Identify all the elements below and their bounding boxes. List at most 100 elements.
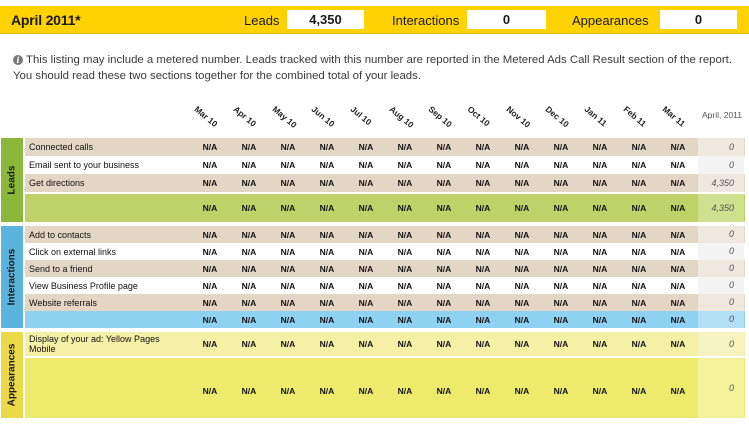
month-value-cell: N/A — [631, 386, 647, 396]
month-value-cell: N/A — [553, 178, 569, 188]
month-value-cell: N/A — [358, 386, 374, 396]
month-value-cell: N/A — [631, 315, 647, 325]
month-value-cell: N/A — [241, 315, 257, 325]
month-value-cell: N/A — [397, 339, 413, 349]
month-value-cell: N/A — [319, 230, 335, 240]
section-label-appearances: Appearances — [1, 332, 23, 418]
interactions-row: Website referrals N/A N/A N/A N/A N/A N/A N/A N/… — [25, 294, 745, 311]
month-value-cell: N/A — [670, 160, 686, 170]
month-value-cell: N/A — [202, 386, 218, 396]
note-text: This listing may include a metered numbe… — [13, 54, 732, 82]
month-value-cell: N/A — [670, 386, 686, 396]
month-value-cell: N/A — [202, 230, 218, 240]
month-value-cell: N/A — [358, 339, 374, 349]
month-value-cell: N/A — [358, 203, 374, 213]
current-month-value: 4,350 — [698, 174, 744, 192]
month-value-cell: N/A — [553, 230, 569, 240]
month-value-cell: N/A — [592, 281, 608, 291]
month-value-cell: N/A — [553, 281, 569, 291]
month-value-cell: N/A — [280, 339, 296, 349]
month-value-cell: N/A — [397, 203, 413, 213]
month-value-cell: N/A — [436, 298, 452, 308]
month-value-cell: N/A — [670, 203, 686, 213]
month-header-label: Apr 10 — [231, 104, 259, 129]
month-value-cell: N/A — [436, 178, 452, 188]
month-value-cell: N/A — [358, 281, 374, 291]
month-value-cell: N/A — [436, 315, 452, 325]
month-value-cell: N/A — [592, 178, 608, 188]
month-value-cell: N/A — [280, 160, 296, 170]
month-value-cell: N/A — [670, 178, 686, 188]
month-value-cell: N/A — [514, 247, 530, 257]
current-month-value: 0 — [698, 156, 744, 174]
month-header-label: Jun 10 — [309, 104, 337, 129]
appearances-label: Appearances — [572, 13, 649, 28]
month-header-label: May 10 — [270, 104, 299, 130]
current-month-value: 0 — [698, 138, 744, 156]
month-value-cell: N/A — [280, 230, 296, 240]
month-value-cell: N/A — [436, 281, 452, 291]
month-value-cell: N/A — [475, 203, 491, 213]
month-value-cell: N/A — [592, 247, 608, 257]
month-value-cell: N/A — [319, 178, 335, 188]
current-month-value: 0 — [698, 260, 744, 277]
info-icon: i — [13, 55, 23, 65]
month-value-cell: N/A — [397, 160, 413, 170]
month-header-label: Jan 11 — [582, 104, 609, 129]
month-value-cell: N/A — [319, 247, 335, 257]
month-value-cell: N/A — [202, 203, 218, 213]
month-value-cell: N/A — [241, 264, 257, 274]
row-label: Add to contacts — [29, 230, 92, 240]
month-value-cell: N/A — [241, 386, 257, 396]
month-value-cell: N/A — [241, 203, 257, 213]
section-label-leads: Leads — [1, 138, 23, 222]
month-value-cell: N/A — [397, 281, 413, 291]
month-value-cell: N/A — [475, 264, 491, 274]
month-value-cell: N/A — [319, 281, 335, 291]
current-month-value: 0 — [698, 277, 744, 294]
month-value-cell: N/A — [514, 178, 530, 188]
month-value-cell: N/A — [514, 339, 530, 349]
month-value-cell: N/A — [436, 230, 452, 240]
month-value-cell: N/A — [319, 142, 335, 152]
period-title: April 2011* — [11, 12, 81, 28]
row-label: Get directions — [29, 178, 85, 188]
row-label: Connected calls — [29, 142, 94, 152]
month-value-cell: N/A — [592, 203, 608, 213]
current-month-value: 0 — [698, 332, 744, 356]
month-value-cell: N/A — [592, 298, 608, 308]
leads-row: Email sent to your business N/A N/A N/A N/A N… — [25, 156, 745, 174]
month-value-cell: N/A — [280, 281, 296, 291]
month-value-cell: N/A — [553, 142, 569, 152]
month-value-cell: N/A — [553, 298, 569, 308]
month-value-cell: N/A — [631, 264, 647, 274]
month-header-label: Sep 10 — [426, 104, 454, 130]
month-value-cell: N/A — [553, 264, 569, 274]
month-header-label: Mar 11 — [660, 104, 688, 129]
month-value-cell: N/A — [202, 315, 218, 325]
month-value-cell: N/A — [631, 230, 647, 240]
month-value-cell: N/A — [631, 281, 647, 291]
month-value-cell: N/A — [475, 178, 491, 188]
month-value-cell: N/A — [319, 298, 335, 308]
month-value-cell: N/A — [631, 160, 647, 170]
month-value-cell: N/A — [631, 142, 647, 152]
month-value-cell: N/A — [514, 264, 530, 274]
month-value-cell: N/A — [553, 247, 569, 257]
month-value-cell: N/A — [670, 339, 686, 349]
month-value-cell: N/A — [631, 298, 647, 308]
current-month-value: 0 — [698, 294, 744, 311]
month-value-cell: N/A — [202, 142, 218, 152]
month-value-cell: N/A — [553, 160, 569, 170]
current-month-header: April, 2011 — [702, 110, 743, 120]
month-value-cell: N/A — [280, 142, 296, 152]
month-value-cell: N/A — [319, 160, 335, 170]
month-value-cell: N/A — [670, 230, 686, 240]
month-value-cell: N/A — [280, 386, 296, 396]
month-value-cell: N/A — [631, 203, 647, 213]
interactions-total-row: N/A N/A N/A N/A N/A N/A N/A N/A N/A N/A N/A N/A N/A 0 — [25, 311, 745, 328]
month-value-cell: N/A — [592, 386, 608, 396]
month-value-cell: N/A — [319, 203, 335, 213]
month-value-cell: N/A — [631, 178, 647, 188]
month-value-cell: N/A — [202, 298, 218, 308]
